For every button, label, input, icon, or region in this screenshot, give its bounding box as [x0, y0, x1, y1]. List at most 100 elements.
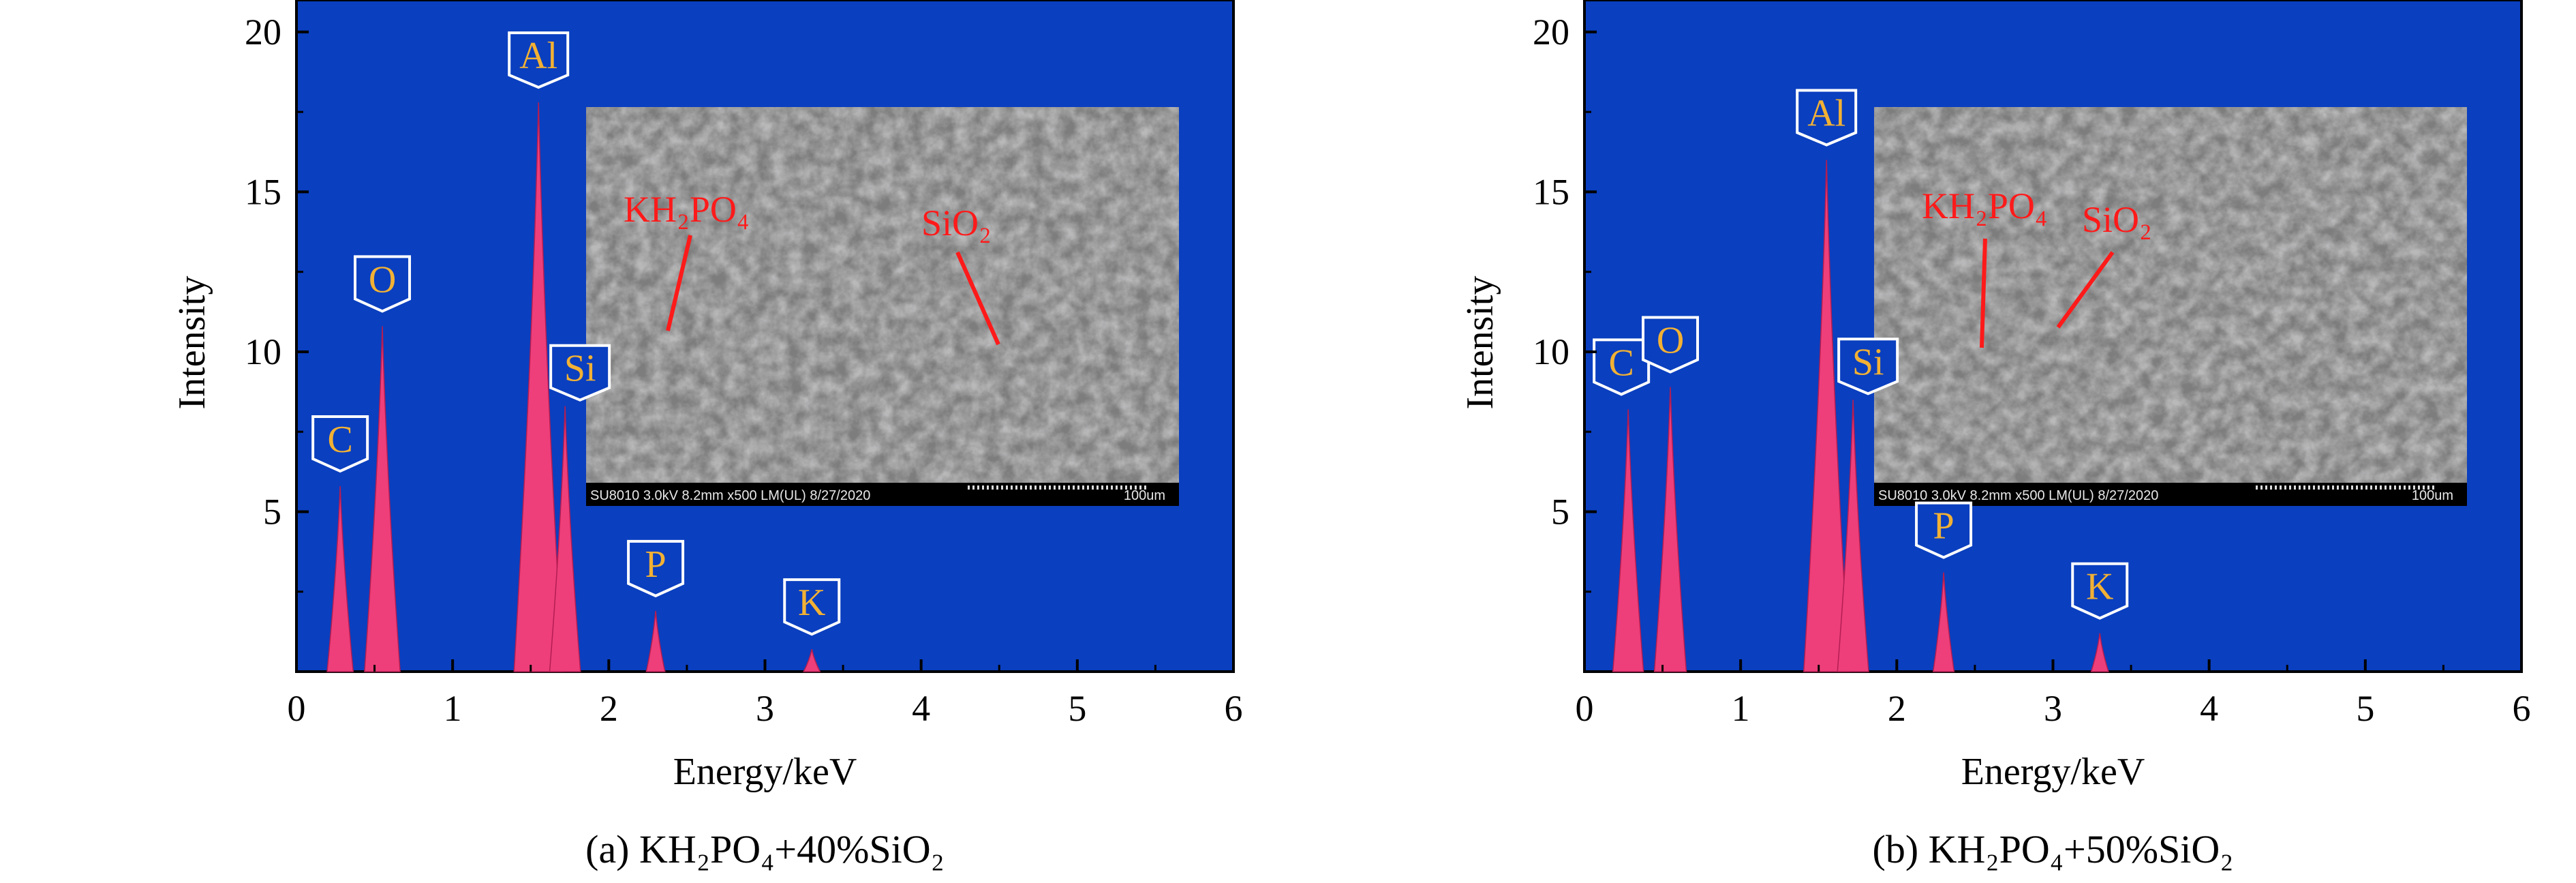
sem-scale-tick	[1006, 485, 1008, 490]
peak-label-box-C	[1593, 338, 1651, 396]
sem-footer-info: SU8010 3.0kV 8.2mm x500 LM(UL) 8/27/2020	[590, 488, 870, 503]
sem-scale-tick	[2365, 485, 2367, 490]
sem-inset: SU8010 3.0kV 8.2mm x500 LM(UL) 8/27/2020…	[586, 107, 1179, 506]
sem-scale-tick	[2318, 485, 2320, 490]
peak-series	[326, 102, 821, 672]
sem-label-sio2: SiO₂	[921, 203, 992, 243]
peak-C	[1612, 409, 1644, 672]
peak-Si	[549, 406, 581, 672]
sem-scale-tick	[1111, 485, 1113, 490]
x-tick-label: 1	[444, 688, 462, 729]
x-tick-label: 0	[288, 688, 306, 729]
sem-scale-tick	[1139, 485, 1141, 490]
sem-scale-tick	[2423, 485, 2425, 490]
peak-C	[326, 485, 354, 672]
sem-scale-tick	[2299, 485, 2301, 490]
sem-scale-tick	[977, 485, 979, 490]
peak-label-Al: Al	[519, 35, 557, 77]
sem-scale-tick	[1097, 485, 1099, 490]
sem-scale-tick	[992, 485, 994, 490]
y-tick-label: 5	[1551, 491, 1569, 532]
peak-label-box-P	[1915, 501, 1973, 559]
peak-K	[2090, 633, 2109, 672]
y-axis-label: Intensity	[1459, 276, 1501, 410]
sem-scale-tick	[2427, 485, 2429, 490]
figure-caption: (b) KH₂PO₄+50%SiO₂	[1873, 827, 2234, 871]
peak-K	[803, 649, 821, 672]
sem-scale-tick	[996, 485, 998, 490]
sem-arrow-sio2	[955, 251, 1000, 346]
peak-label-box-P	[627, 539, 685, 598]
x-tick-label: 3	[756, 688, 774, 729]
sem-scale-tick	[1001, 485, 1003, 490]
sem-scale-tick	[2270, 485, 2272, 490]
x-tick-label: 1	[1732, 688, 1750, 729]
sem-scale-tick	[1116, 485, 1118, 490]
sem-arrow-kh2po4	[666, 235, 692, 331]
peak-label-box-Al	[1796, 89, 1858, 147]
sem-scale-tick	[1044, 485, 1046, 490]
sem-scale-tick	[2385, 485, 2387, 490]
peak-label-Si: Si	[1852, 341, 1884, 383]
x-tick-label: 5	[2356, 688, 2374, 729]
y-tick-label: 5	[263, 491, 281, 532]
y-axis-label: Intensity	[171, 276, 213, 410]
sem-scale-tick	[1068, 485, 1070, 490]
sem-scale-tick	[987, 485, 989, 490]
sem-arrow-kh2po4	[1980, 238, 1987, 348]
sem-scale-tick	[2394, 485, 2396, 490]
x-tick-label: 5	[1068, 688, 1086, 729]
sem-scale-tick	[2332, 485, 2334, 490]
x-tick-label: 4	[2200, 688, 2218, 729]
sem-scale-tick	[1135, 485, 1137, 490]
sem-scale-tick	[2370, 485, 2372, 490]
sem-scale-tick	[968, 485, 970, 490]
peak-label-box-Al	[508, 31, 570, 89]
sem-scale-tick	[2380, 485, 2382, 490]
peak-label-Si: Si	[564, 348, 596, 390]
sem-scale-tick	[2413, 485, 2415, 490]
eds-chart-a: SU8010 3.0kV 8.2mm x500 LM(UL) 8/27/2020…	[171, 0, 1243, 871]
peak-Al	[513, 102, 564, 672]
sem-scale-tick	[2346, 485, 2348, 490]
peak-labels: CO Al Si P K	[1593, 89, 2129, 620]
y-tick-label: 15	[245, 171, 281, 212]
sem-scale-tick	[1025, 485, 1027, 490]
sem-scale-tick	[1058, 485, 1060, 490]
sem-scale-tick	[2322, 485, 2325, 490]
sem-scale-tick	[2375, 485, 2377, 490]
y-tick-label: 15	[1533, 171, 1569, 212]
sem-scale-tick	[1011, 485, 1013, 490]
sem-scale-tick	[2361, 485, 2363, 490]
sem-scale-tick	[2327, 485, 2329, 490]
peak-label-P: P	[645, 543, 666, 586]
sem-scale-tick	[2289, 485, 2291, 490]
peak-label-P: P	[1933, 505, 1954, 548]
sem-scale-tick	[2418, 485, 2420, 490]
figure-caption: (a) KH₂PO₄+40%SiO₂	[585, 827, 945, 871]
peak-label-box-K	[783, 578, 841, 636]
sem-scale-tick	[2275, 485, 2277, 490]
sem-scale-tick	[2342, 485, 2344, 490]
sem-scale-tick	[1030, 485, 1032, 490]
sem-label-sio2: SiO₂	[2082, 199, 2152, 240]
peak-label-box-O	[354, 255, 412, 313]
y-tick-label: 20	[245, 12, 281, 53]
peak-label-box-K	[2071, 562, 2129, 620]
peak-label-O: O	[369, 258, 396, 301]
sem-scale-tick	[1015, 485, 1017, 490]
sem-scale-tick	[1077, 485, 1079, 490]
sem-scale-tick	[1144, 485, 1146, 490]
sem-scale-tick	[2303, 485, 2305, 490]
y-tick-label: 10	[245, 331, 281, 372]
sem-footer-scale: 100um	[2412, 488, 2453, 503]
sem-scale-tick	[982, 485, 984, 490]
sem-scale-tick	[972, 485, 975, 490]
x-tick-label: 6	[1225, 688, 1243, 729]
sem-scale-tick	[1063, 485, 1065, 490]
sem-scale-tick	[2284, 485, 2286, 490]
sem-scale-tick	[1130, 485, 1132, 490]
sem-image-texture	[586, 107, 1179, 506]
sem-scale-tick	[1120, 485, 1122, 490]
peak-P	[645, 610, 666, 672]
